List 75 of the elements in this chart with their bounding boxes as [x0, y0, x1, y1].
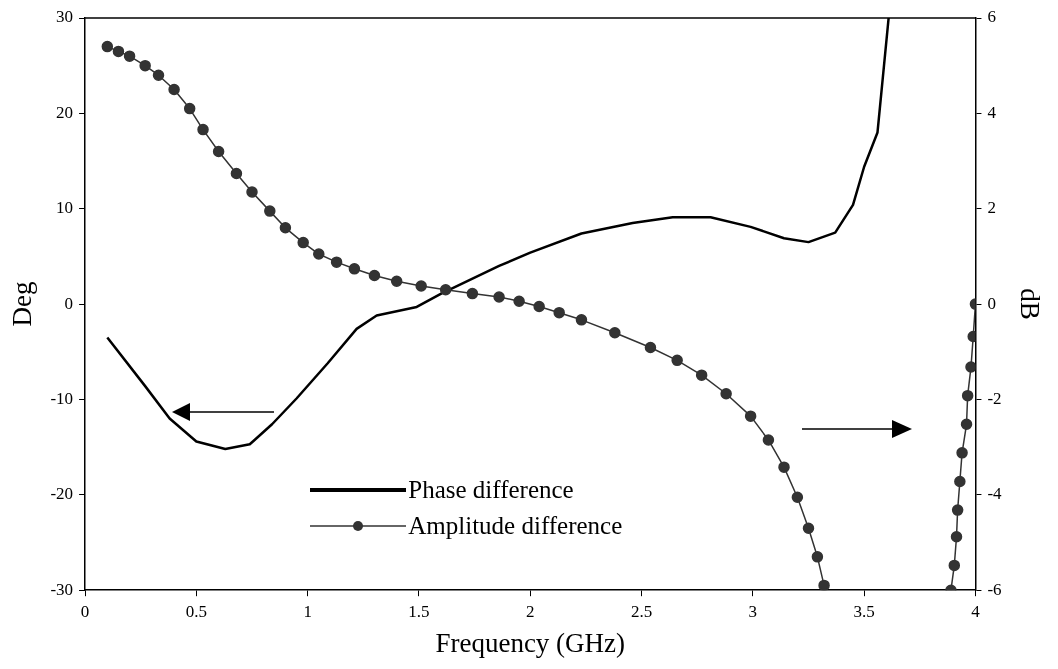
point: [197, 123, 209, 136]
x-tick-label: 3: [748, 601, 758, 621]
x-tick-label: 4: [971, 601, 981, 621]
y2-tick-label: -4: [987, 484, 1003, 504]
y2-axis-title: dB: [1014, 288, 1045, 320]
point: [279, 222, 292, 234]
point: [101, 40, 114, 53]
point: [168, 83, 180, 96]
point: [575, 314, 588, 326]
point: [513, 295, 525, 307]
point: [330, 256, 343, 268]
x-tick-label: 0: [80, 601, 90, 621]
point: [123, 50, 136, 62]
x-axis-title: Frequency (GHz): [435, 627, 626, 658]
y2-tick-label: 0: [987, 293, 996, 313]
x-tick-label: 1.5: [408, 601, 430, 621]
y2-tick-label: -2: [987, 388, 1002, 408]
point: [183, 102, 196, 115]
point: [802, 522, 815, 534]
x-tick-label: 1: [303, 601, 312, 621]
point: [961, 389, 974, 402]
y-tick-label: -20: [50, 484, 74, 504]
point: [390, 275, 403, 287]
legend-label: Phase difference: [408, 476, 574, 505]
point: [553, 306, 565, 319]
y2-tick-label: -6: [987, 579, 1002, 599]
point: [950, 531, 963, 543]
point: [264, 205, 276, 217]
x-tick-label: 2: [526, 601, 535, 621]
legend-label: Amplitude difference: [408, 512, 623, 541]
point: [762, 434, 775, 446]
point: [965, 361, 976, 373]
point: [112, 45, 125, 58]
point: [951, 504, 964, 516]
y2-tick-label: 6: [987, 7, 996, 27]
point: [671, 354, 683, 367]
y-tick-label: 0: [64, 293, 74, 313]
y-tick-label: 10: [56, 198, 74, 218]
point: [720, 388, 732, 400]
point: [466, 287, 479, 300]
point: [348, 263, 361, 275]
y2-tick-label: 4: [987, 102, 997, 122]
point: [152, 69, 165, 81]
x-tick-label: 3.5: [853, 601, 875, 621]
y-tick-label: 20: [56, 102, 74, 122]
y-tick-label: -30: [50, 579, 74, 599]
point: [246, 186, 258, 198]
point: [778, 461, 790, 473]
x-tick-label: 2.5: [630, 601, 653, 621]
point: [415, 280, 427, 292]
y2-tick-label: 2: [987, 198, 996, 218]
point: [230, 167, 243, 180]
point: [313, 248, 325, 260]
point: [139, 59, 151, 72]
x-tick-label: 0.5: [185, 601, 207, 621]
y-axis-title: Deg: [7, 281, 38, 327]
point: [644, 341, 657, 354]
y-tick-label: 30: [56, 7, 74, 27]
point: [533, 300, 545, 313]
point: [948, 559, 961, 572]
point: [956, 447, 968, 459]
point: [368, 269, 381, 282]
point: [297, 236, 309, 249]
point: [954, 475, 966, 488]
point: [493, 291, 505, 303]
y-tick-label: -10: [50, 388, 74, 408]
point: [818, 579, 830, 591]
point: [609, 326, 621, 339]
point: [744, 410, 757, 422]
point: [811, 551, 824, 563]
point: [212, 145, 225, 158]
point: [960, 418, 973, 431]
point: [439, 284, 452, 296]
point: [695, 369, 708, 381]
point: [791, 491, 804, 503]
